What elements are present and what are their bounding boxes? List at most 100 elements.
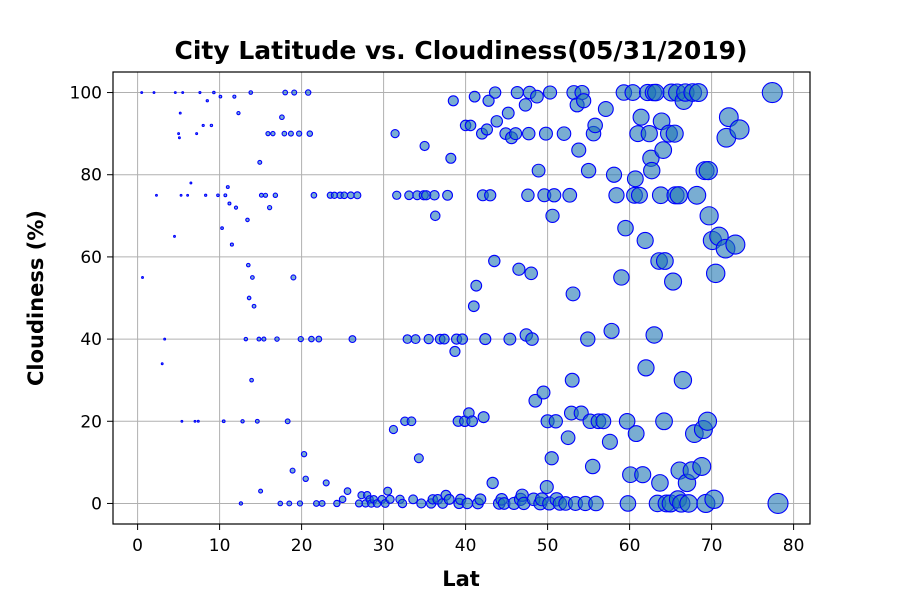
scatter-point <box>544 451 559 466</box>
scatter-point <box>528 393 543 408</box>
scatter-point <box>408 494 419 505</box>
scatter-point <box>249 377 254 383</box>
scatter-point <box>761 81 783 104</box>
scatter-point <box>624 84 642 101</box>
scatter-point <box>236 110 241 116</box>
scatter-point <box>416 498 427 509</box>
scatter-point <box>679 494 698 513</box>
scatter-point <box>442 189 454 201</box>
scatter-point <box>580 331 596 347</box>
scatter-point <box>627 425 645 443</box>
scatter-point <box>346 191 355 200</box>
scatter-point <box>261 336 267 342</box>
data-points <box>140 81 789 515</box>
scatter-point <box>545 208 560 223</box>
scatter-point <box>282 89 289 96</box>
scatter-point <box>338 495 347 504</box>
scatter-point <box>445 152 457 164</box>
scatter-point <box>266 204 273 211</box>
scatter-point <box>664 272 683 291</box>
scatter-point <box>290 274 297 281</box>
scatter-point <box>340 191 349 200</box>
scatter-point <box>548 414 563 429</box>
scatter-point <box>310 191 318 199</box>
scatter-point <box>510 85 524 100</box>
scatter-point <box>698 161 718 181</box>
scatter-point <box>643 161 661 180</box>
scatter-point <box>402 334 413 344</box>
scatter-point <box>482 94 495 107</box>
x-tick-label: 60 <box>619 536 641 556</box>
scatter-point <box>503 332 517 346</box>
scatter-point <box>397 498 408 509</box>
scatter-point <box>304 89 312 96</box>
scatter-point <box>467 300 480 313</box>
chart-title: City Latitude vs. Cloudiness(05/31/2019) <box>174 36 747 65</box>
y-tick-label: 0 <box>91 494 102 514</box>
scatter-point <box>173 234 176 238</box>
scatter-point <box>580 162 597 179</box>
scatter-point <box>141 276 144 279</box>
scatter-point <box>486 476 499 490</box>
scatter-point <box>619 495 637 512</box>
scatter-point <box>220 226 224 231</box>
scatter-point <box>229 242 234 247</box>
scatter-point <box>274 336 280 342</box>
scatter-point <box>286 500 293 507</box>
scatter-point <box>687 185 707 205</box>
scatter-point <box>343 487 352 496</box>
scatter-point <box>509 127 523 141</box>
scatter-point <box>525 332 539 346</box>
scatter-point <box>212 90 216 95</box>
scatter-point <box>385 494 395 504</box>
scatter-point <box>296 500 304 507</box>
scatter-point <box>272 192 279 199</box>
scatter-point <box>443 493 455 505</box>
scatter-point <box>277 500 284 507</box>
scatter-point <box>595 413 612 430</box>
scatter-point <box>177 136 181 140</box>
scatter-point <box>692 456 712 476</box>
scatter-point <box>447 95 459 107</box>
scatter-point <box>521 126 536 141</box>
scatter-point <box>669 186 688 205</box>
scatter-point <box>613 269 630 286</box>
scatter-point <box>223 193 228 198</box>
scatter-point <box>571 142 587 158</box>
scatter-point <box>404 190 414 201</box>
scatter-point <box>245 262 251 268</box>
scatter-point <box>488 86 502 99</box>
scatter-point <box>209 123 214 128</box>
y-axis-title: Cloudiness (%) <box>24 210 48 386</box>
scatter-point <box>225 185 230 190</box>
scatter-point <box>645 326 663 344</box>
scatter-point <box>531 163 546 178</box>
scatter-point <box>186 193 190 197</box>
scatter-point <box>204 193 208 197</box>
scatter-point <box>547 188 562 203</box>
scatter-point <box>152 91 156 94</box>
y-tick-label: 80 <box>80 166 102 186</box>
scatter-point <box>601 433 618 450</box>
scatter-point <box>238 501 244 506</box>
scatter-point <box>140 91 144 94</box>
scatter-point <box>536 385 551 400</box>
scatter-point <box>413 453 424 464</box>
scatter-point <box>348 335 357 344</box>
scatter-point <box>479 333 492 346</box>
scatter-point <box>287 130 294 137</box>
scatter-point <box>488 254 501 268</box>
scatter-point <box>163 337 167 341</box>
scatter-point <box>221 419 226 424</box>
scatter-point <box>388 424 399 435</box>
scatter-point <box>318 499 326 507</box>
scatter-point <box>250 275 255 280</box>
x-axis-title: Lat <box>442 567 480 591</box>
scatter-point <box>480 123 494 136</box>
scatter-point <box>630 186 648 204</box>
scatter-point <box>227 201 232 206</box>
scatter-point <box>419 140 430 152</box>
scatter-point <box>729 119 750 140</box>
scatter-point <box>198 91 202 95</box>
